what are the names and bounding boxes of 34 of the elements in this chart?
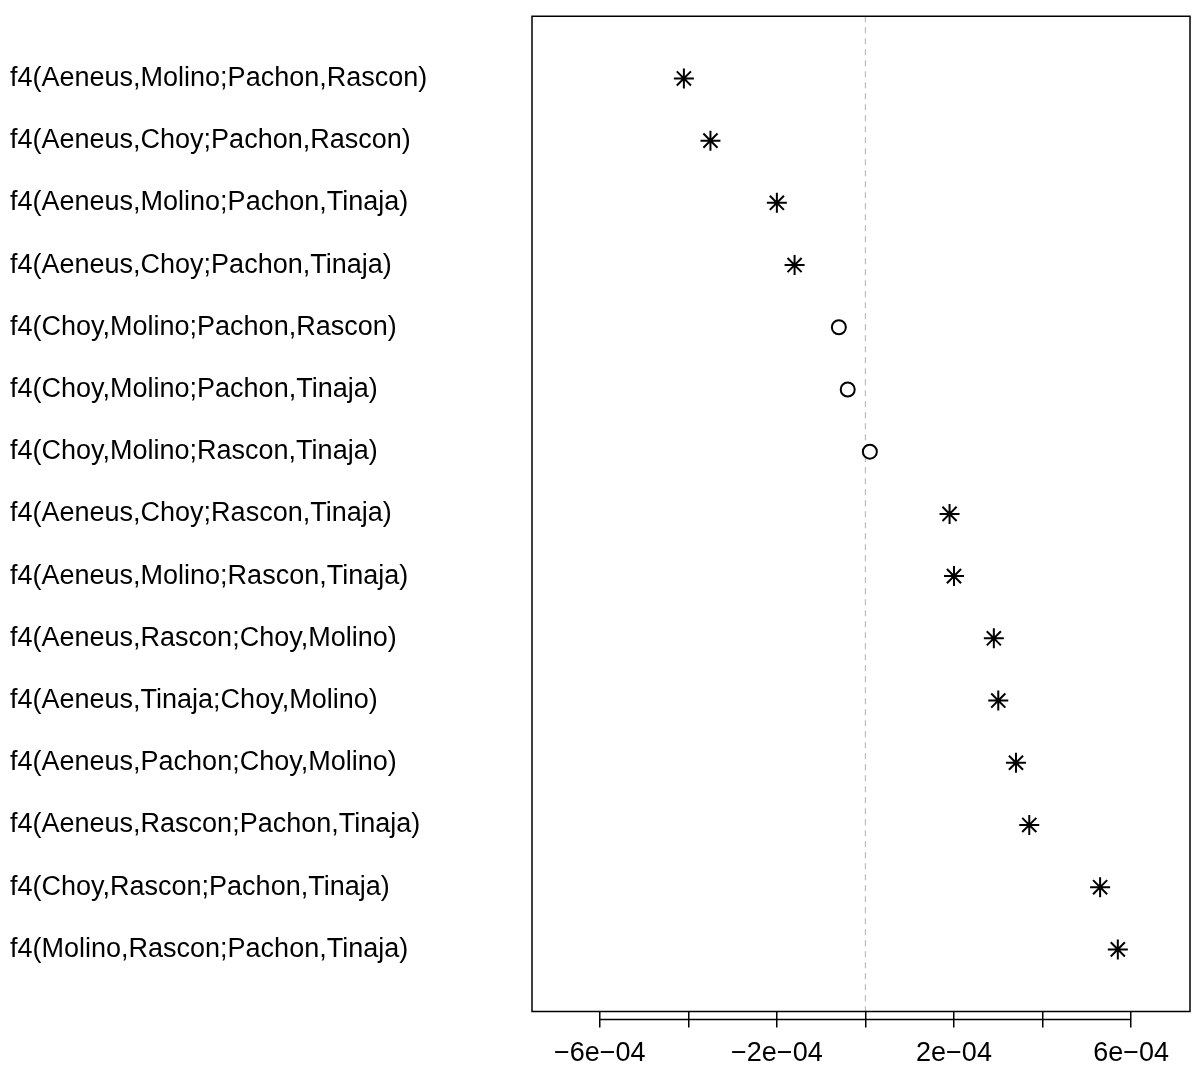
- y-tick-label: f4(Choy,Molino;Pachon,Tinaja): [10, 372, 378, 403]
- point: [1106, 938, 1129, 961]
- y-tick-label: f4(Aeneus,Pachon;Choy,Molino): [10, 746, 397, 777]
- point: [765, 191, 788, 214]
- y-tick-label: f4(Aeneus,Rascon;Choy,Molino): [10, 621, 397, 652]
- point: [861, 443, 878, 460]
- y-tick-label: f4(Aeneus,Molino;Pachon,Tinaja): [10, 186, 409, 217]
- y-tick-label: f4(Choy,Rascon;Pachon,Tinaja): [10, 870, 390, 901]
- x-tick-label: −6e−04: [553, 1037, 646, 1068]
- point: [699, 129, 722, 152]
- y-tick-label: f4(Choy,Molino;Rascon,Tinaja): [10, 435, 378, 466]
- point: [982, 627, 1005, 650]
- y-tick-label: f4(Aeneus,Molino;Pachon,Rascon): [10, 61, 428, 92]
- y-tick-label: f4(Aeneus,Molino;Rascon,Tinaja): [10, 559, 409, 590]
- x-tick-label: 6e−04: [1093, 1037, 1170, 1068]
- point: [1004, 751, 1027, 774]
- point: [1089, 876, 1112, 899]
- y-tick-label: f4(Aeneus,Choy;Rascon,Tinaja): [10, 497, 392, 528]
- y-tick-label: f4(Molino,Rascon;Pachon,Tinaja): [10, 932, 409, 963]
- x-tick-label: −2e−04: [731, 1037, 823, 1068]
- point: [830, 319, 847, 336]
- point: [783, 254, 806, 277]
- point: [987, 689, 1010, 712]
- point: [672, 67, 695, 90]
- y-tick-label: f4(Aeneus,Choy;Pachon,Tinaja): [10, 248, 392, 279]
- y-tick-label: f4(Aeneus,Choy;Pachon,Rascon): [10, 124, 411, 155]
- y-tick-label: f4(Aeneus,Tinaja;Choy,Molino): [10, 683, 378, 714]
- point: [839, 381, 856, 398]
- point: [942, 565, 965, 588]
- y-tick-label: f4(Choy,Molino;Pachon,Rascon): [10, 310, 397, 341]
- point: [938, 502, 961, 525]
- x-tick-label: 2e−04: [916, 1037, 992, 1068]
- y-tick-label: f4(Aeneus,Rascon;Pachon,Tinaja): [10, 808, 421, 839]
- point: [1018, 813, 1041, 836]
